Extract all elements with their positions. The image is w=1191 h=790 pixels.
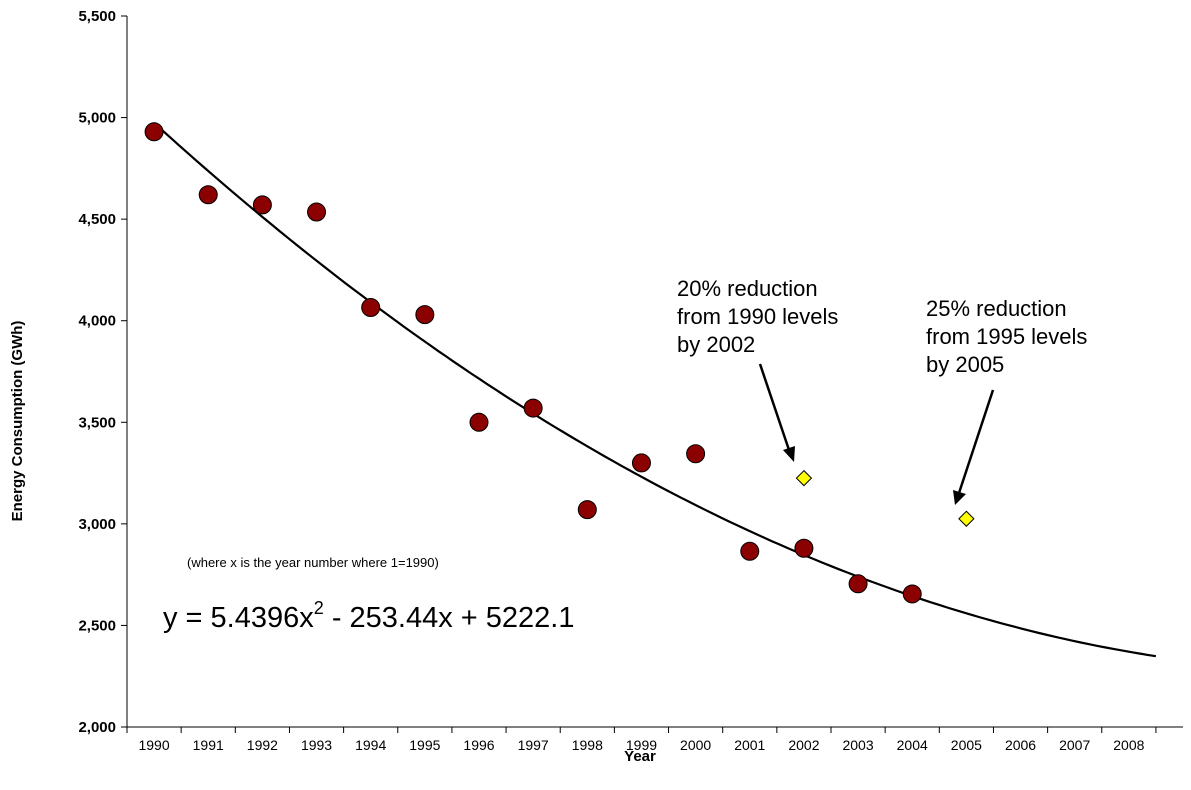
annotation-2002-line-2: from 1990 levels <box>677 304 838 329</box>
data-point-2002 <box>794 538 814 558</box>
y-tick-label: 5,000 <box>78 110 116 127</box>
data-point-1996 <box>469 412 489 432</box>
equation-note: (where x is the year number where 1=1990… <box>187 555 439 570</box>
data-point-1998 <box>577 500 597 520</box>
annotation-2002-arrowhead <box>783 446 795 462</box>
x-tick-label: 2005 <box>951 737 982 753</box>
x-tick-label: 2002 <box>788 737 819 753</box>
data-point-1995 <box>415 305 435 325</box>
data-point-1994 <box>361 298 381 318</box>
annotation-2002-line-3: by 2002 <box>677 332 755 357</box>
data-points <box>144 122 975 604</box>
x-tick-label: 2003 <box>842 737 873 753</box>
data-point-1992 <box>252 195 272 215</box>
data-point-2003 <box>848 574 868 594</box>
annotation-2005-arrow <box>957 389 995 494</box>
x-tick-label: 1998 <box>572 737 603 753</box>
x-tick-label: 1992 <box>247 737 278 753</box>
y-axis: 2,000 2,500 3,000 3,500 4,000 4,500 5,000 5,500 <box>78 8 128 736</box>
x-tick-label: 1996 <box>463 737 494 753</box>
trendline-equation: y = 5.4396x2 - 253.44x + 5222.1 <box>163 598 575 634</box>
annotation-2002-target: 20% reduction from 1990 levels by 2002 <box>677 276 838 462</box>
equation-prefix: y = 5.4396x <box>163 602 314 634</box>
equation-exponent: 2 <box>314 598 324 618</box>
y-tick-label: 2,500 <box>78 617 116 634</box>
y-tick-label: 2,000 <box>78 719 116 736</box>
y-tick-label: 4,000 <box>78 313 116 330</box>
annotation-2005-line-3: by 2005 <box>926 352 1004 377</box>
x-tick-label: 1993 <box>301 737 332 753</box>
x-tick-label: 2001 <box>734 737 765 753</box>
annotation-2005-line-2: from 1995 levels <box>926 324 1087 349</box>
data-point-2001 <box>740 541 760 561</box>
x-tick-label: 1991 <box>193 737 224 753</box>
equation-suffix: - 253.44x + 5222.1 <box>324 602 575 634</box>
annotation-2002-arrow <box>758 363 791 451</box>
x-tick-label: 2004 <box>897 737 928 753</box>
data-point-1999 <box>631 453 651 473</box>
annotation-2002-line-1: 20% reduction <box>677 276 818 301</box>
annotation-2005-line-1: 25% reduction <box>926 296 1067 321</box>
data-point-1997 <box>523 398 543 418</box>
x-axis: 1990 1991 1992 1993 1994 1995 1996 1997 1998 1999… <box>126 726 1183 753</box>
data-point-1993 <box>307 202 327 222</box>
x-tick-label: 2000 <box>680 737 711 753</box>
y-tick-label: 3,000 <box>78 516 116 533</box>
x-tick-label: 1994 <box>355 737 386 753</box>
x-tick-label: 2006 <box>1005 737 1036 753</box>
y-axis-title: Energy Consumption (GWh) <box>9 321 26 522</box>
x-tick-label: 1997 <box>518 737 549 753</box>
data-point-2000 <box>686 444 706 464</box>
target-point-2002 <box>795 469 813 487</box>
y-tick-label: 5,500 <box>78 8 116 25</box>
x-tick-label: 2007 <box>1059 737 1090 753</box>
x-tick-label: 1995 <box>409 737 440 753</box>
target-point-2005 <box>958 510 975 527</box>
y-tick-label: 3,500 <box>78 414 116 431</box>
annotation-2005-arrowhead <box>953 490 966 505</box>
x-tick-label: 1999 <box>626 737 657 753</box>
data-point-1991 <box>198 185 218 205</box>
trendline <box>153 121 1157 658</box>
x-axis-title: Year <box>624 748 656 765</box>
y-tick-label: 4,500 <box>78 211 116 228</box>
x-tick-label: 1990 <box>138 737 169 753</box>
annotation-2005-target: 25% reduction from 1995 levels by 2005 <box>926 296 1087 505</box>
data-point-1990 <box>144 122 164 142</box>
x-tick-label: 2008 <box>1113 737 1144 753</box>
data-point-2004 <box>902 584 922 604</box>
